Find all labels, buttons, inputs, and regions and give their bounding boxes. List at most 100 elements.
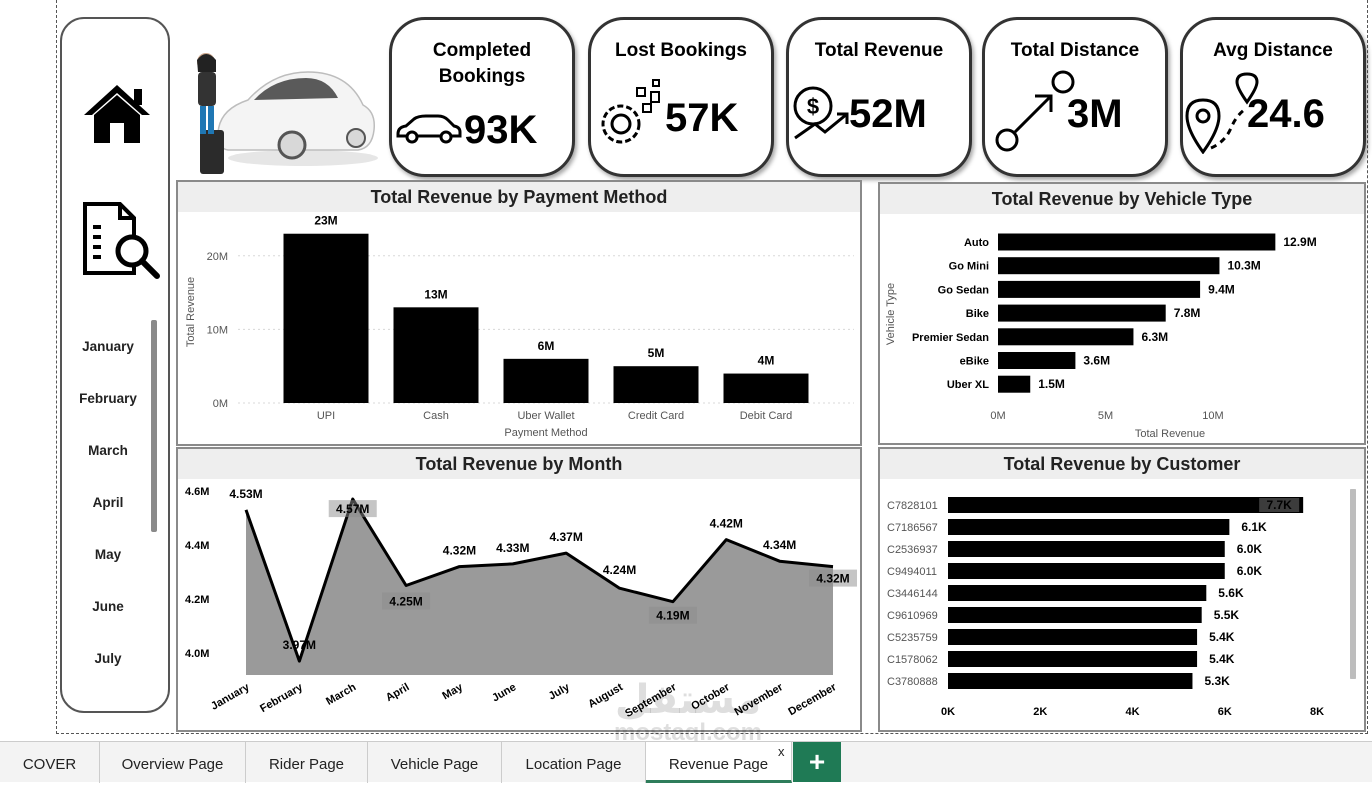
y-axis-label: Vehicle Type [885, 283, 897, 345]
map-pin-route-icon [1185, 72, 1265, 159]
kpi-value: 52M [849, 92, 927, 136]
y-tick-label: C3780888 [887, 676, 938, 688]
chart-revenue-by-vehicle-type: Total Revenue by Vehicle Type 0M 5M 10M Tot… [878, 182, 1366, 445]
data-label: 5.6K [1218, 586, 1244, 600]
x-tick-label: 0K [941, 706, 955, 718]
bar [998, 304, 1166, 322]
bar [948, 519, 1230, 535]
data-label: 3.6M [1083, 354, 1110, 368]
y-tick-label: 4.2M [185, 594, 209, 606]
data-label: 4.19M [656, 609, 689, 623]
month-slicer-item[interactable]: February [79, 391, 137, 406]
data-label: 6.3M [1141, 330, 1168, 344]
chart-title: Total Revenue by Month [178, 449, 860, 479]
chart-revenue-by-month: Total Revenue by Month 4.0M 4.2M 4.4M 4.6M 4… [176, 447, 862, 732]
bar [998, 328, 1134, 346]
y-tick-label: 4.4M [185, 540, 209, 552]
data-label: 4.57M [336, 502, 369, 516]
revenue-growth-icon: $ [791, 84, 855, 149]
month-slicer-scrollbar[interactable] [151, 320, 157, 532]
y-tick-label: 4.0M [185, 648, 209, 660]
x-tick-label: April [384, 681, 412, 704]
kpi-value: 24.6 [1247, 92, 1325, 136]
bar [393, 307, 479, 403]
tab-overview-page[interactable]: Overview Page [100, 742, 246, 783]
y-tick-label: 20M [207, 251, 228, 263]
x-tick-label: December [786, 681, 839, 718]
data-label-bg [809, 569, 857, 587]
data-label: 4.42M [710, 517, 743, 531]
tab-vehicle-page[interactable]: Vehicle Page [368, 742, 502, 783]
kpi-title: Total Distance [1010, 40, 1140, 61]
kpi-card-lost-bookings: Lost Bookings 57K [588, 17, 774, 177]
hero-car-illustration [188, 50, 378, 180]
month-slicer-item[interactable]: March [88, 443, 128, 458]
report-search-icon[interactable] [82, 201, 162, 286]
car-icon [394, 114, 464, 149]
data-label-bg [328, 500, 377, 518]
data-label: 13M [424, 287, 447, 301]
data-label: 6.0K [1237, 564, 1263, 578]
bar [948, 673, 1193, 689]
data-label: 23M [314, 214, 337, 228]
data-label: 1.5M [1038, 377, 1065, 391]
x-tick-label: 5M [1098, 410, 1113, 422]
chart-title: Total Revenue by Customer [880, 449, 1364, 479]
data-label-bg [1259, 498, 1300, 512]
data-label: 7.8M [1174, 306, 1201, 320]
x-tick-label: Debit Card [740, 410, 793, 422]
kpi-card-completed-bookings: Completed Bookings 93K [389, 17, 575, 177]
y-tick-label: Uber XL [947, 379, 989, 391]
month-slicer-item[interactable]: June [92, 599, 124, 614]
tab-cover[interactable]: COVER [0, 742, 100, 783]
data-label: 3.97M [283, 638, 316, 652]
x-tick-label: 10M [1202, 410, 1223, 422]
add-page-button[interactable]: + [793, 742, 841, 782]
chart-title: Total Revenue by Payment Method [178, 182, 860, 212]
close-tab-icon[interactable]: x [778, 744, 785, 759]
data-label: 5.3K [1204, 674, 1230, 688]
sidebar: January February March April May June July [60, 17, 170, 713]
y-tick-label: C3446144 [887, 588, 938, 600]
data-label: 6.0K [1237, 542, 1263, 556]
y-tick-label: 0M [213, 398, 228, 410]
x-tick-label: UPI [317, 410, 335, 422]
data-label: 4M [758, 354, 775, 368]
bar [998, 280, 1201, 298]
y-tick-label: C7828101 [887, 500, 938, 512]
month-slicer-item[interactable]: January [82, 339, 134, 354]
data-label: 5M [648, 346, 665, 360]
kpi-card-total-distance: Total Distance 3M [982, 17, 1168, 177]
data-label: 6.1K [1241, 520, 1267, 534]
tab-location-page[interactable]: Location Page [502, 742, 646, 783]
x-tick-label: 6K [1218, 706, 1232, 718]
y-tick-label: C9494011 [887, 566, 937, 578]
x-tick-label: February [258, 681, 306, 715]
month-slicer-item[interactable]: May [94, 547, 122, 562]
bar [613, 366, 699, 403]
tab-rider-page[interactable]: Rider Page [246, 742, 368, 783]
chart-revenue-by-customer: Total Revenue by Customer 0K 2K 4K 6K 8K C782… [878, 447, 1366, 732]
x-tick-label: July [547, 681, 573, 703]
month-area-chart: 4.0M 4.2M 4.4M 4.6M 4.53M January 3.97M Februar… [185, 486, 857, 720]
home-icon[interactable] [82, 81, 152, 150]
y-axis-label: Total Revenue [185, 277, 197, 347]
bar [948, 563, 1225, 579]
kpi-title: Lost Bookings [615, 40, 747, 61]
y-tick-label: C2536937 [887, 544, 938, 556]
y-tick-label: Auto [964, 237, 989, 249]
data-label-bg [648, 606, 697, 624]
data-label-bg [382, 592, 431, 610]
data-label: 5.5K [1214, 608, 1240, 622]
x-tick-label: Uber Wallet [517, 410, 574, 422]
vehicle-type-bar-chart: 0M 5M 10M Total Revenue Vehicle Type Auto 12.9… [885, 233, 1317, 440]
y-tick-label: Premier Sedan [912, 332, 989, 344]
month-slicer-item[interactable]: July [94, 651, 122, 666]
kpi-card-total-revenue: Total Revenue $ 52M [786, 17, 972, 177]
tab-revenue-page[interactable]: Revenue Page [646, 742, 792, 783]
page-tab-bar: COVER Overview Page Rider Page Vehicle P… [0, 741, 1372, 783]
y-tick-label: C5235759 [887, 632, 938, 644]
bar [948, 585, 1207, 601]
watermark-logo: مستقل mostaql.com [613, 678, 763, 746]
month-slicer-item[interactable]: April [92, 495, 124, 510]
